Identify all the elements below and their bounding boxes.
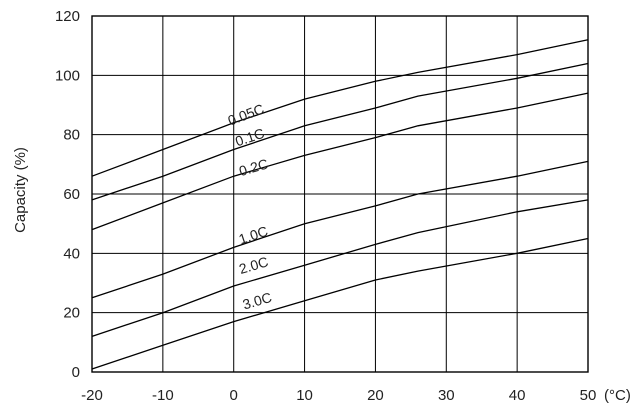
x-tick-label: 20 bbox=[367, 387, 384, 404]
y-axis-label: Capacity (%) bbox=[12, 147, 29, 233]
y-tick-label: 80 bbox=[63, 127, 80, 144]
x-tick-label: 40 bbox=[509, 387, 526, 404]
y-tick-label: 120 bbox=[55, 8, 80, 25]
x-tick-label: 30 bbox=[438, 387, 455, 404]
series-line-3_0C bbox=[91, 237, 589, 370]
series-line-0_05C bbox=[91, 39, 589, 177]
series-label: 0.2C bbox=[237, 155, 270, 179]
series-label: 2.0C bbox=[237, 253, 270, 277]
x-axis-unit: (°C) bbox=[604, 387, 631, 404]
x-tick-label: 50 bbox=[580, 387, 597, 404]
series-label: 0.1C bbox=[233, 125, 266, 150]
series-line-0_2C bbox=[91, 92, 589, 231]
y-tick-label: 40 bbox=[63, 245, 80, 262]
x-tick-label: 0 bbox=[230, 387, 238, 404]
y-tick-label: 100 bbox=[55, 67, 80, 84]
y-tick-label: 0 bbox=[72, 364, 80, 381]
series-label: 1.0C bbox=[237, 223, 270, 248]
x-tick-label: -20 bbox=[81, 387, 103, 404]
y-tick-label: 60 bbox=[63, 186, 80, 203]
series-label: 3.0C bbox=[241, 289, 274, 313]
y-tick-label: 20 bbox=[63, 305, 80, 322]
x-tick-label: -10 bbox=[152, 387, 174, 404]
tick-labels: -20 -10 0 10 20 30 40 50 (°C) 0 20 40 60 80 100 120 bbox=[55, 8, 631, 404]
series-line-2_0C bbox=[91, 199, 589, 338]
series-lines bbox=[91, 39, 589, 370]
series-line-1_0C bbox=[91, 160, 589, 299]
series-line-0_1C bbox=[91, 62, 589, 201]
x-tick-label: 10 bbox=[296, 387, 313, 404]
grid bbox=[91, 15, 589, 373]
